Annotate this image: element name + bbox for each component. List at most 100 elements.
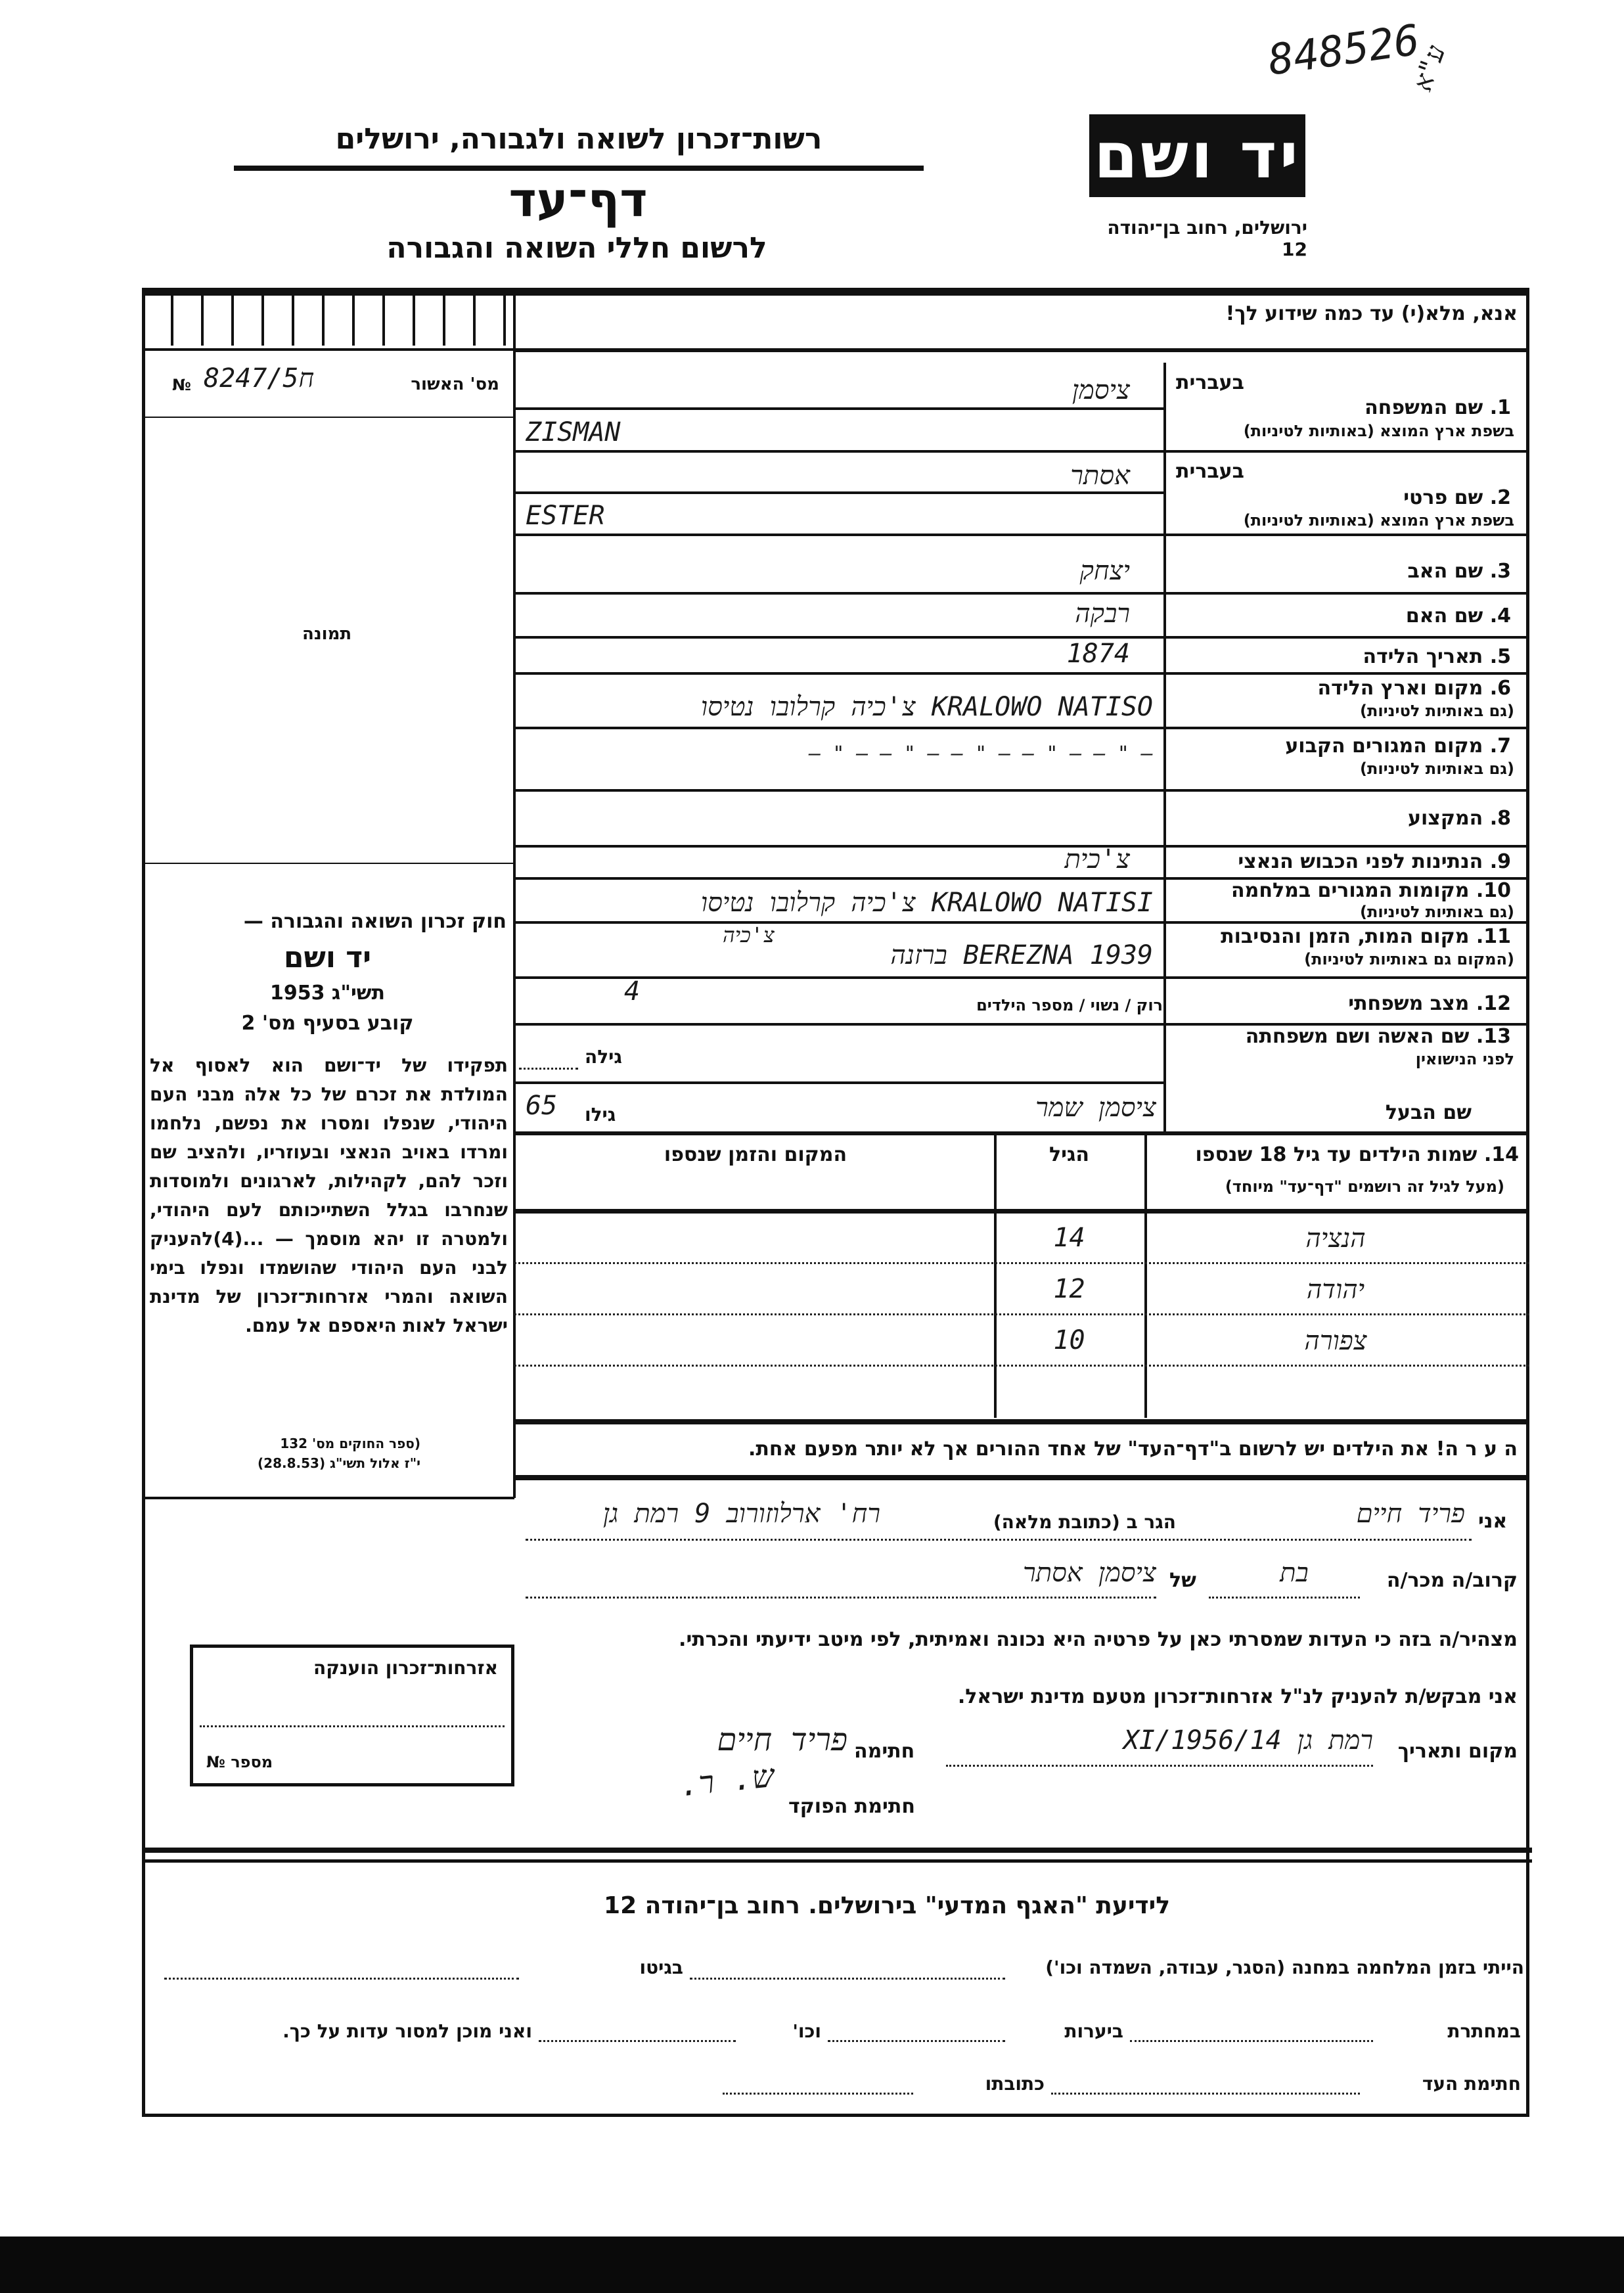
divider bbox=[514, 789, 1529, 792]
field-1-label: 1. שם המשפחה bbox=[1365, 396, 1511, 419]
field-2-hebrew-tag: בעברית bbox=[1176, 460, 1244, 483]
law-source-2: י"ז אלול תשי"ג (28.8.53) bbox=[258, 1455, 420, 1471]
field-6-sub: (גם באותיות לטיניות) bbox=[1360, 702, 1514, 720]
row-line bbox=[514, 1262, 1529, 1264]
field-3-label: 3. שם האב bbox=[1407, 560, 1511, 583]
relation[interactable]: בת bbox=[1280, 1558, 1309, 1588]
place-date-value[interactable]: רמת גן 14/XI/1956 bbox=[1123, 1725, 1373, 1756]
divider bbox=[514, 1475, 1529, 1480]
law-name: יד ושם bbox=[283, 941, 372, 974]
child-name[interactable]: צפורה bbox=[1304, 1326, 1367, 1356]
child-age[interactable]: 14 bbox=[1053, 1223, 1085, 1253]
divider bbox=[142, 417, 514, 418]
marital-status-options: רוק / נשוי / מספר הילדים bbox=[976, 996, 1163, 1014]
wife-age-line bbox=[519, 1068, 578, 1070]
first-name-hebrew[interactable]: אסתר bbox=[1070, 461, 1130, 491]
child-name[interactable]: הנציה bbox=[1305, 1223, 1366, 1254]
witness-address-label: כתובתו bbox=[985, 2073, 1045, 2095]
row-line bbox=[514, 1313, 1529, 1315]
husband-name[interactable]: ציסמן שמר bbox=[1035, 1093, 1156, 1123]
divider bbox=[514, 534, 1529, 536]
child-row bbox=[514, 1367, 1529, 1419]
label-column-divider bbox=[1163, 363, 1166, 1133]
witness-name[interactable]: פריד חיים bbox=[1356, 1499, 1465, 1529]
photo-label: תמונה bbox=[302, 624, 352, 644]
divider bbox=[514, 727, 1529, 729]
child-row: יהודה 12 bbox=[514, 1265, 1529, 1316]
ghetto-label: בגיטו bbox=[639, 1957, 683, 1978]
field-4-label: 4. שם האם bbox=[1405, 604, 1511, 627]
divider bbox=[142, 1848, 1532, 1853]
relation-line bbox=[1209, 1597, 1360, 1599]
field-9-label: 9. הנתינות לפני הכבוש הנאצי bbox=[1238, 850, 1511, 873]
address: ירושלים, רחוב בן־יהודה 12 bbox=[1107, 217, 1307, 260]
field-2-sub: בשפת ארץ המוצא (באותיות לטיניות) bbox=[1243, 511, 1514, 530]
birth-place[interactable]: KRALOWO NATISO צ'כיה קרלובו נטיסו bbox=[700, 692, 1153, 722]
divider bbox=[514, 976, 1529, 979]
field-11-sub: (המקום גם באותיות לטיניות) bbox=[1304, 950, 1514, 968]
child-age[interactable]: 12 bbox=[1053, 1274, 1085, 1304]
etc-label: וכו' bbox=[792, 2020, 821, 2042]
family-name-hebrew[interactable]: ציסמן bbox=[1071, 375, 1130, 405]
child-row: הנציה 14 bbox=[514, 1214, 1529, 1265]
wartime-residence[interactable]: KRALOWO NATISI צ'כיה קרלובו נטיסו bbox=[700, 888, 1153, 918]
forests-line bbox=[828, 2040, 1005, 2042]
children-col-divider bbox=[1144, 1133, 1147, 1418]
divider bbox=[514, 1209, 1529, 1214]
ready-to-testify: ואני מוכן למסור עדות על כך. bbox=[282, 2020, 532, 2042]
of-label: של bbox=[1169, 1569, 1196, 1592]
permanent-residence[interactable]: — " — — " — — " — — " — — " — bbox=[809, 742, 1153, 765]
field-2-label: 2. שם פרטי bbox=[1403, 486, 1511, 509]
place-date-label: מקום ותאריך bbox=[1397, 1740, 1518, 1763]
authority-name: רשות־זכרון לשואה ולגבורה, ירושלים bbox=[335, 122, 823, 156]
statement: מצהיר/ה בזה כי העדות שמסרתי כאן על פרטיה… bbox=[679, 1628, 1518, 1651]
approval-label: מס' האשור bbox=[411, 375, 499, 394]
first-name-latin[interactable]: ESTER bbox=[526, 501, 605, 531]
divider bbox=[514, 921, 1529, 924]
witness-address[interactable]: רח' ארלוזורוב 9 רמת גן bbox=[602, 1499, 880, 1529]
law-text: תפקידו של יד־ושם הוא לאסוף אל המולדת את … bbox=[150, 1055, 508, 1336]
camp-line bbox=[690, 1978, 1005, 1980]
form-title: דף־עד bbox=[508, 172, 648, 227]
divider bbox=[514, 672, 1529, 675]
law-source-1: (ספר החוקים מס' 132 bbox=[280, 1436, 420, 1451]
address-line bbox=[526, 1539, 1472, 1541]
archive-number: 848526 bbox=[1265, 16, 1423, 85]
approval-no-sign: № bbox=[172, 376, 191, 394]
child-age[interactable]: 10 bbox=[1053, 1325, 1085, 1355]
divider bbox=[514, 348, 1529, 352]
family-name-latin[interactable]: ZISMAN bbox=[526, 417, 621, 447]
mother-name[interactable]: רבקה bbox=[1075, 599, 1130, 629]
underground-line bbox=[1130, 2040, 1373, 2042]
witness-signature[interactable]: פריד חיים bbox=[717, 1721, 847, 1758]
death-place[interactable]: BEREZNA 1939 ברזנה bbox=[890, 940, 1153, 970]
field-7-sub: (גם באותיות לטיניות) bbox=[1360, 760, 1514, 778]
divider bbox=[514, 407, 1165, 410]
number-of-children[interactable]: 4 bbox=[624, 976, 641, 1007]
victim-name-ref[interactable]: ציסמן אסתר bbox=[1023, 1558, 1156, 1588]
signature-label: חתימה bbox=[854, 1740, 915, 1763]
children-col-divider bbox=[994, 1133, 997, 1418]
father-name[interactable]: יצחק bbox=[1079, 556, 1130, 586]
nationality[interactable]: צ'כית bbox=[1064, 844, 1130, 874]
child-name[interactable]: יהודה bbox=[1306, 1275, 1365, 1305]
i-label: אני bbox=[1478, 1510, 1508, 1533]
age-header: הגיל bbox=[1049, 1143, 1089, 1166]
field-13-sub: לפני הנישואין bbox=[1415, 1050, 1514, 1068]
field-1-hebrew-tag: בעברית bbox=[1176, 371, 1244, 394]
bottom-heading: לידיעת "האגף המדעי" בירושלים. רחוב בן־יה… bbox=[604, 1892, 1170, 1919]
authority-underline bbox=[234, 166, 924, 171]
stamp-number-label: מספר № bbox=[206, 1753, 273, 1771]
birth-date[interactable]: 1874 bbox=[1066, 639, 1130, 669]
field-11-label: 11. מקום המות, הזמן והנסיבות bbox=[1221, 925, 1511, 948]
field-7-label: 7. מקום המגורים הקבוע bbox=[1285, 735, 1511, 758]
divider bbox=[514, 1419, 1529, 1424]
note: ה ע ר ה! את הילדים יש לרשום ב"דף־העד" של… bbox=[748, 1438, 1518, 1461]
field-5-label: 5. תאריך הלידה bbox=[1363, 645, 1511, 668]
law-clause: קובע בסעיף מס' 2 bbox=[241, 1012, 414, 1035]
stamp-title: אזרחות־זכרון הוענקה bbox=[313, 1657, 498, 1679]
husband-age[interactable]: 65 bbox=[526, 1091, 558, 1121]
divider bbox=[142, 1497, 514, 1499]
witness-signature-line bbox=[1051, 2093, 1360, 2095]
ghetto-line bbox=[164, 1978, 519, 1980]
